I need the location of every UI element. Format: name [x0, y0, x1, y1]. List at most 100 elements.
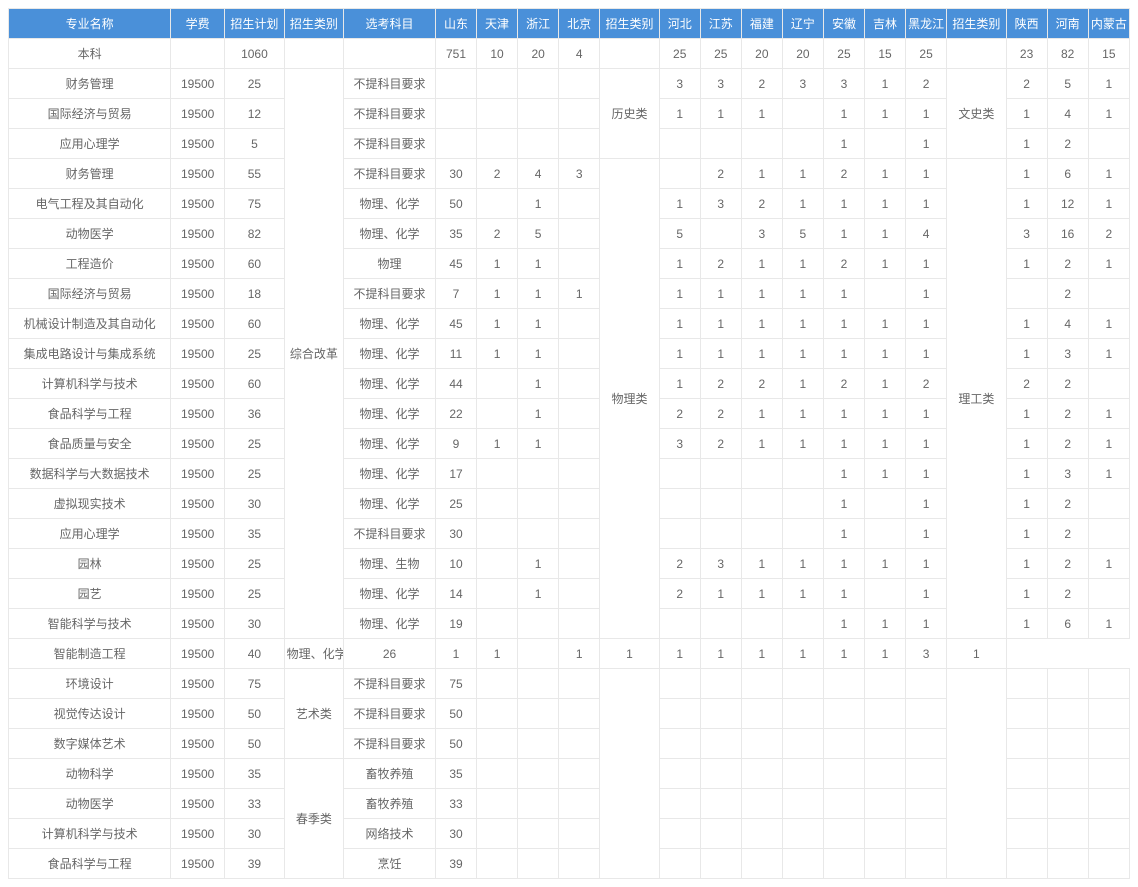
prov-value: 1	[659, 639, 700, 669]
enroll-plan: 75	[225, 669, 284, 699]
prov-value: 1	[1088, 309, 1129, 339]
subject-req: 不提科目要求	[344, 279, 436, 309]
prov-value: 2	[741, 189, 782, 219]
tuition: 19500	[171, 369, 225, 399]
prov-value: 1	[823, 579, 864, 609]
prov-value: 39	[435, 849, 476, 879]
prov-value: 44	[435, 369, 476, 399]
prov-value	[782, 129, 823, 159]
prov-value: 2	[1047, 369, 1088, 399]
prov-value	[782, 759, 823, 789]
subject-req: 不提科目要求	[344, 669, 436, 699]
prov-value	[1047, 669, 1088, 699]
enroll-plan: 60	[225, 369, 284, 399]
prov-value	[782, 699, 823, 729]
prov-value: 1	[782, 309, 823, 339]
prov-value	[700, 669, 741, 699]
prov-value	[700, 489, 741, 519]
category-2: 历史类	[600, 69, 659, 159]
enroll-plan: 75	[225, 189, 284, 219]
prov-value: 1	[659, 279, 700, 309]
prov-value: 3	[700, 69, 741, 99]
prov-value	[477, 459, 518, 489]
enroll-plan: 60	[225, 249, 284, 279]
prov-value: 1	[906, 339, 947, 369]
prov-value: 2	[1047, 249, 1088, 279]
prov-value	[659, 129, 700, 159]
prov-value: 1	[782, 579, 823, 609]
tuition: 19500	[171, 159, 225, 189]
prov-value	[477, 549, 518, 579]
col-header: 招生类别	[947, 9, 1006, 39]
subject-req: 不提科目要求	[344, 699, 436, 729]
prov-value: 1	[1006, 129, 1047, 159]
prov-value: 6	[1047, 609, 1088, 639]
prov-value	[864, 669, 905, 699]
col-header: 天津	[477, 9, 518, 39]
category-2	[600, 669, 659, 879]
prov-value	[1006, 789, 1047, 819]
prov-value	[1006, 849, 1047, 879]
prov-value	[435, 69, 476, 99]
prov-value: 75	[435, 669, 476, 699]
prov-value: 12	[1047, 189, 1088, 219]
prov-value: 1	[1006, 429, 1047, 459]
prov-value: 1	[700, 339, 741, 369]
prov-value	[559, 309, 600, 339]
prov-value: 1	[659, 189, 700, 219]
prov-value	[700, 849, 741, 879]
tuition: 19500	[171, 189, 225, 219]
category-1: 春季类	[284, 759, 343, 879]
table-row: 本科10607511020425252020251525238215	[9, 39, 1130, 69]
prov-value	[823, 849, 864, 879]
prov-value	[782, 849, 823, 879]
prov-value: 1	[518, 369, 559, 399]
prov-value: 1	[864, 219, 905, 249]
prov-value: 20	[782, 39, 823, 69]
prov-value	[700, 759, 741, 789]
prov-value: 2	[823, 249, 864, 279]
prov-value: 3	[741, 219, 782, 249]
prov-value	[559, 219, 600, 249]
subject-req	[344, 39, 436, 69]
col-header: 福建	[741, 9, 782, 39]
prov-value: 1	[823, 219, 864, 249]
subject-req: 不提科目要求	[344, 519, 436, 549]
subject-req: 畜牧养殖	[344, 789, 436, 819]
subject-req: 物理、化学	[344, 369, 436, 399]
prov-value	[559, 399, 600, 429]
prov-value: 1	[1088, 609, 1129, 639]
prov-value	[906, 699, 947, 729]
major-name: 集成电路设计与集成系统	[9, 339, 171, 369]
prov-value	[1088, 729, 1129, 759]
subject-req: 烹饪	[344, 849, 436, 879]
prov-value: 1	[906, 99, 947, 129]
prov-value	[823, 759, 864, 789]
prov-value	[559, 369, 600, 399]
prov-value	[700, 819, 741, 849]
prov-value	[435, 99, 476, 129]
prov-value: 1	[518, 309, 559, 339]
prov-value	[782, 489, 823, 519]
prov-value: 1	[782, 549, 823, 579]
col-header: 内蒙古	[1088, 9, 1129, 39]
prov-value: 1	[741, 429, 782, 459]
prov-value: 10	[477, 39, 518, 69]
prov-value: 4	[906, 219, 947, 249]
prov-value	[700, 129, 741, 159]
category-2: 物理类	[600, 159, 659, 639]
prov-value	[906, 789, 947, 819]
prov-value: 25	[700, 39, 741, 69]
prov-value: 1	[823, 189, 864, 219]
prov-value	[559, 69, 600, 99]
prov-value: 50	[435, 699, 476, 729]
prov-value: 50	[435, 729, 476, 759]
prov-value: 2	[700, 399, 741, 429]
prov-value	[659, 789, 700, 819]
col-header: 选考科目	[344, 9, 436, 39]
table-row: 环境设计1950075艺术类不提科目要求75	[9, 669, 1130, 699]
prov-value: 5	[782, 219, 823, 249]
prov-value	[823, 729, 864, 759]
tuition: 19500	[171, 429, 225, 459]
prov-value	[477, 579, 518, 609]
